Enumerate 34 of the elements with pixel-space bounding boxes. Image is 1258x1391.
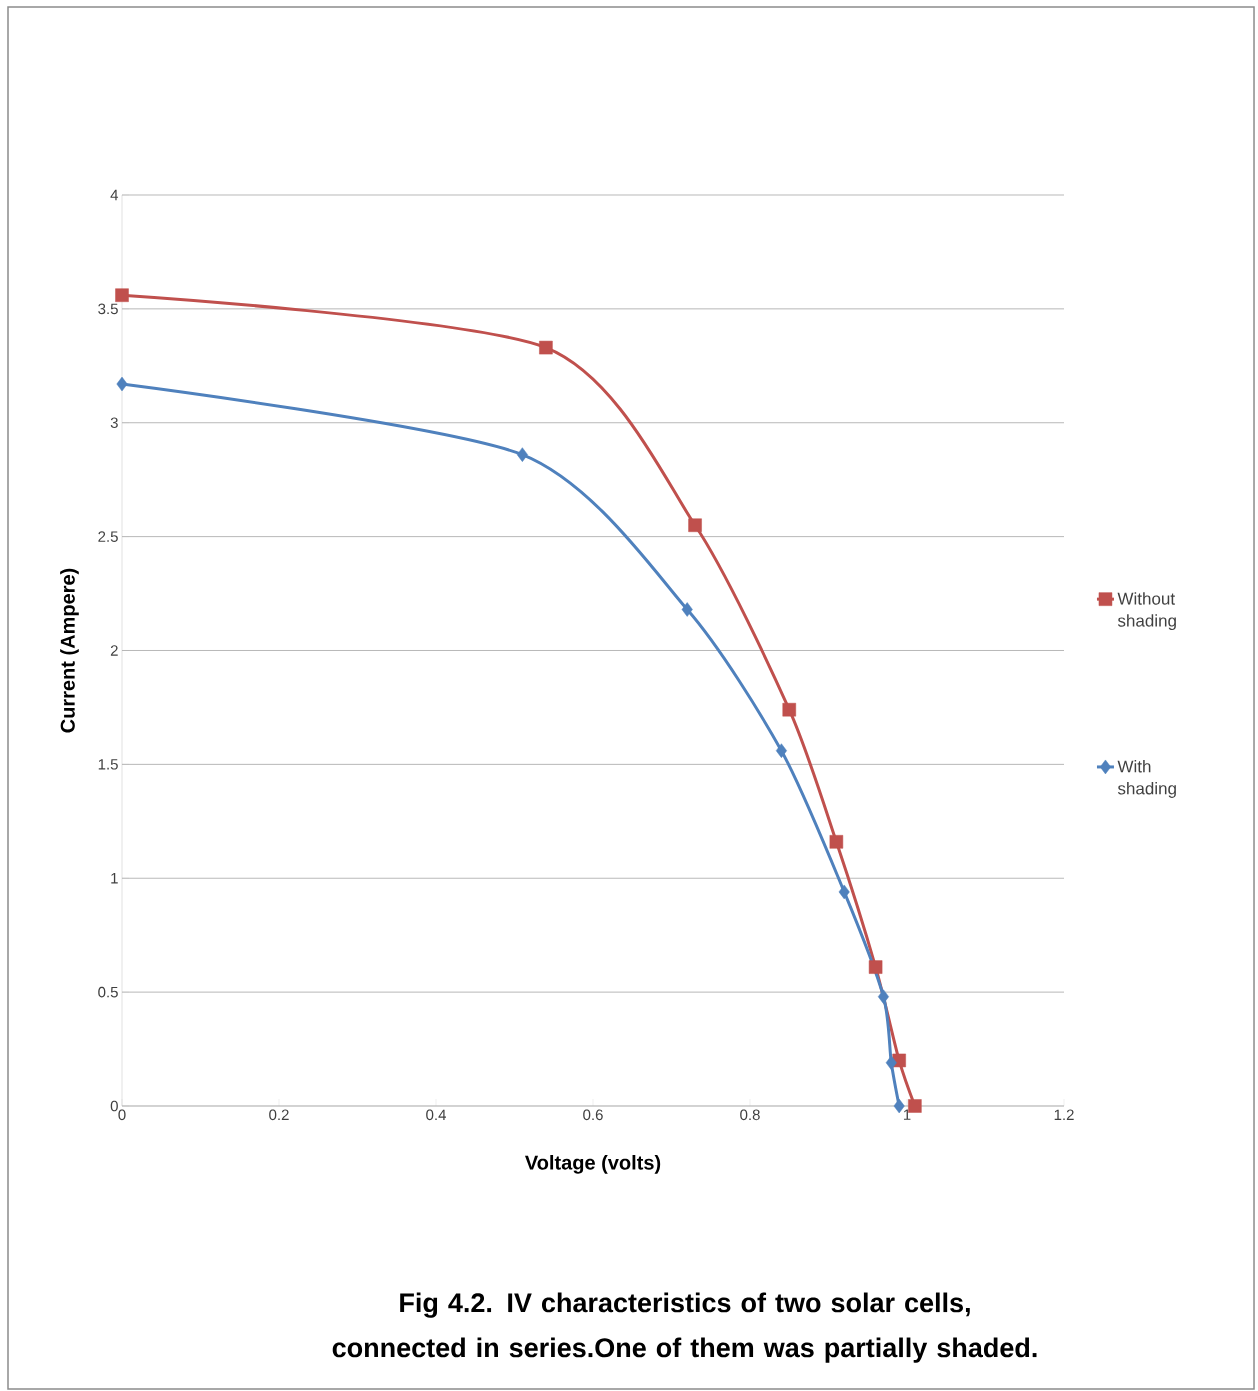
y-axis-title: Current (Ampere) [60, 568, 79, 733]
point [838, 884, 850, 900]
y-tick-label: 2.5 [98, 531, 118, 542]
x-tick-label: 1.2 [1054, 1109, 1074, 1120]
point [877, 989, 889, 1004]
x-tick-label: 0.4 [426, 1109, 446, 1121]
point [688, 518, 702, 532]
point [893, 1098, 905, 1114]
legend-label: Without shading [1117, 592, 1176, 631]
x-axis-title: Voltage (volts) [524, 1154, 661, 1174]
y-tick-label: 3 [110, 417, 118, 429]
point [681, 602, 693, 617]
x-tick-label: 0.6 [583, 1109, 603, 1121]
y-tick-label: 2 [110, 645, 118, 656]
x-tick-label: 0.8 [740, 1109, 760, 1121]
point [115, 288, 129, 302]
point [775, 743, 787, 758]
x-tick-label: 1 [903, 1109, 911, 1120]
point [885, 1055, 897, 1070]
point [868, 960, 883, 974]
y-tick-label: 1.5 [98, 759, 118, 770]
y-tick-label: 0 [110, 1100, 118, 1112]
point [539, 340, 553, 355]
point [782, 702, 797, 717]
point [516, 447, 528, 462]
caption: Fig 4.2. IV characteristics of two solar cells, connected in series.One of them was partially shaded. [332, 1292, 1037, 1363]
x-tick-label: 0.2 [269, 1109, 289, 1121]
y-tick-label: 0.5 [98, 986, 118, 998]
point [116, 376, 128, 392]
y-tick-label: 1 [111, 873, 118, 884]
y-tick-label: 4 [110, 189, 119, 201]
y-tick-label: 3.5 [98, 303, 118, 315]
point [829, 835, 844, 849]
legend-label: With shading [1117, 760, 1176, 798]
